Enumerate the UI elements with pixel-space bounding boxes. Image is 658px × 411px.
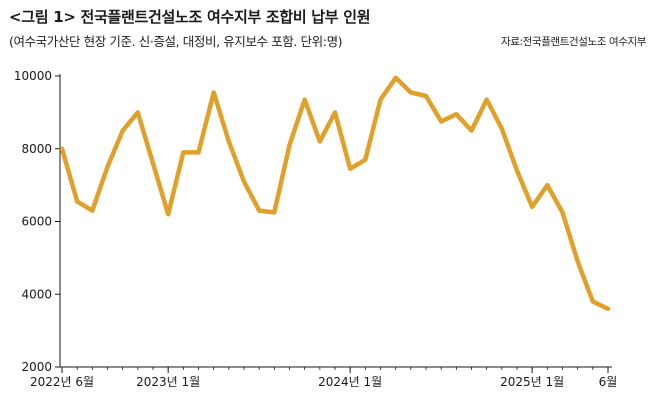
x-axis: 2022년 6월 2023년 1월 2024년 1월 2025년 1월 6월 xyxy=(30,366,618,389)
source-note: 자료:전국플랜트건설노조 여수지부 xyxy=(501,36,646,48)
y-tick-label: 2000 xyxy=(21,360,52,374)
x-tick-label: 2024년 1월 xyxy=(318,375,382,389)
series-line xyxy=(59,75,611,312)
x-tick-label: 6월 xyxy=(599,375,618,389)
y-tick-label: 4000 xyxy=(21,287,52,301)
y-tick-label: 6000 xyxy=(21,215,52,229)
y-tick-label: 10000 xyxy=(14,69,52,83)
y-axis: 2000 4000 6000 8000 10000 xyxy=(14,69,61,374)
x-tick-label: 2022년 6월 xyxy=(30,375,94,389)
x-tick-label: 2025년 1월 xyxy=(500,375,564,389)
x-tick-label: 2023년 1월 xyxy=(136,375,200,389)
series-group xyxy=(59,75,611,312)
chart-title: <그림 1> 전국플랜트건설노조 여수지부 조합비 납부 인원 xyxy=(9,8,371,26)
y-tick-label: 8000 xyxy=(21,142,52,156)
chart-subtitle: (여수국가산단 현장 기준. 신·증설, 대정비, 유지보수 포함. 단위:명) xyxy=(9,34,343,49)
